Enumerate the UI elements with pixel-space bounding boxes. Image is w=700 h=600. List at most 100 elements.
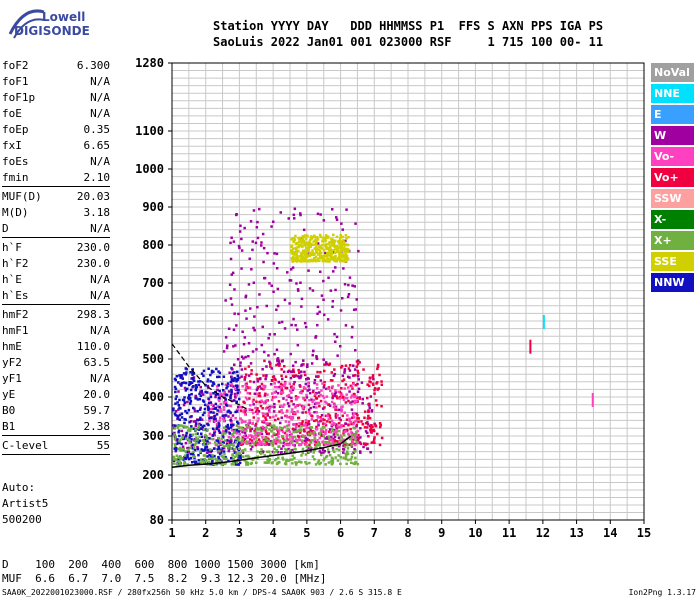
echo-point <box>368 377 372 380</box>
echo-point <box>292 430 295 434</box>
echo-point <box>367 410 370 413</box>
echo-point <box>355 399 358 402</box>
echo-point <box>320 417 323 421</box>
echo-point <box>352 392 356 396</box>
echo-point <box>192 455 195 458</box>
echo-point <box>243 437 247 441</box>
echo-point <box>358 361 361 364</box>
echo-point <box>294 430 297 433</box>
echo-point <box>193 460 196 463</box>
echo-point <box>272 290 275 293</box>
echo-point <box>265 438 269 442</box>
echo-point <box>334 442 338 445</box>
echo-point <box>347 399 350 403</box>
echo-point <box>203 407 207 411</box>
echo-point <box>355 433 358 437</box>
echo-point <box>250 439 254 442</box>
echo-point <box>180 457 183 461</box>
echo-point <box>199 416 202 420</box>
echo-point <box>174 397 177 401</box>
echo-point <box>236 463 239 466</box>
echo-point <box>245 398 249 401</box>
echo-point <box>307 248 310 251</box>
echo-point <box>344 234 348 237</box>
echo-point <box>265 432 269 435</box>
echo-point <box>328 453 332 457</box>
x-tick-label: 14 <box>603 526 617 540</box>
echo-point <box>290 396 293 400</box>
echo-point <box>237 437 241 440</box>
echo-point <box>280 374 283 378</box>
param-label: h`E <box>2 273 22 286</box>
echo-point <box>307 430 311 434</box>
echo-point <box>229 438 233 441</box>
echo-point <box>230 388 233 392</box>
echo-point <box>285 449 288 453</box>
echo-point <box>335 423 338 426</box>
echo-point <box>221 414 225 417</box>
echo-point <box>265 426 268 429</box>
echo-point <box>177 431 180 434</box>
echo-point <box>235 461 239 464</box>
echo-point <box>221 393 224 397</box>
echo-point <box>311 390 315 394</box>
echo-point <box>176 416 180 420</box>
echo-point <box>333 240 336 243</box>
echo-point <box>341 256 344 259</box>
echo-point <box>346 458 350 462</box>
echo-point <box>285 433 289 436</box>
param-row: foF1 N/A <box>2 74 110 90</box>
echo-point <box>279 421 282 425</box>
echo-point <box>192 385 195 388</box>
echo-point <box>214 462 217 466</box>
echo-point <box>305 256 308 259</box>
echo-point <box>369 395 373 398</box>
echo-point <box>258 440 262 444</box>
param-row: hmF2 298.3 <box>2 307 110 323</box>
echo-point <box>327 253 330 257</box>
echo-point <box>338 417 341 420</box>
echo-point <box>222 389 225 392</box>
echo-point <box>309 432 313 435</box>
echo-point <box>284 447 287 451</box>
echo-point <box>217 455 220 459</box>
param-row: h`F2 230.0 <box>2 256 110 272</box>
echo-point <box>264 430 268 434</box>
echo-point <box>260 343 263 347</box>
echo-point <box>329 442 333 445</box>
echo-point <box>346 428 349 432</box>
echo-point <box>304 442 308 446</box>
echo-point <box>275 348 279 351</box>
echo-point <box>301 451 304 455</box>
echo-point <box>219 402 223 406</box>
echo-point <box>251 248 254 252</box>
echo-point <box>274 395 278 399</box>
echo-point <box>199 390 202 393</box>
echo-point <box>307 420 311 423</box>
echo-point <box>319 399 323 403</box>
echo-point <box>273 458 277 462</box>
echo-point <box>185 371 188 374</box>
echo-point <box>242 455 245 458</box>
echo-point <box>335 430 339 433</box>
echo-point <box>300 370 303 373</box>
param-row: B1 2.38 <box>2 419 110 435</box>
echo-point <box>542 315 545 329</box>
x-tick-label: 13 <box>569 526 583 540</box>
echo-point <box>271 426 274 429</box>
echo-point <box>255 431 258 435</box>
echo-point <box>234 416 237 420</box>
echo-point <box>345 393 348 396</box>
echo-point <box>174 390 177 394</box>
echo-point <box>209 395 213 399</box>
echo-point <box>250 434 253 437</box>
echo-point <box>262 374 265 377</box>
echo-point <box>277 359 281 362</box>
echo-point <box>341 297 344 300</box>
echo-point <box>239 417 242 420</box>
echo-point <box>255 348 258 351</box>
echo-point <box>323 450 326 453</box>
echo-point <box>308 399 311 402</box>
echo-point <box>336 397 339 400</box>
echo-point <box>261 368 264 371</box>
